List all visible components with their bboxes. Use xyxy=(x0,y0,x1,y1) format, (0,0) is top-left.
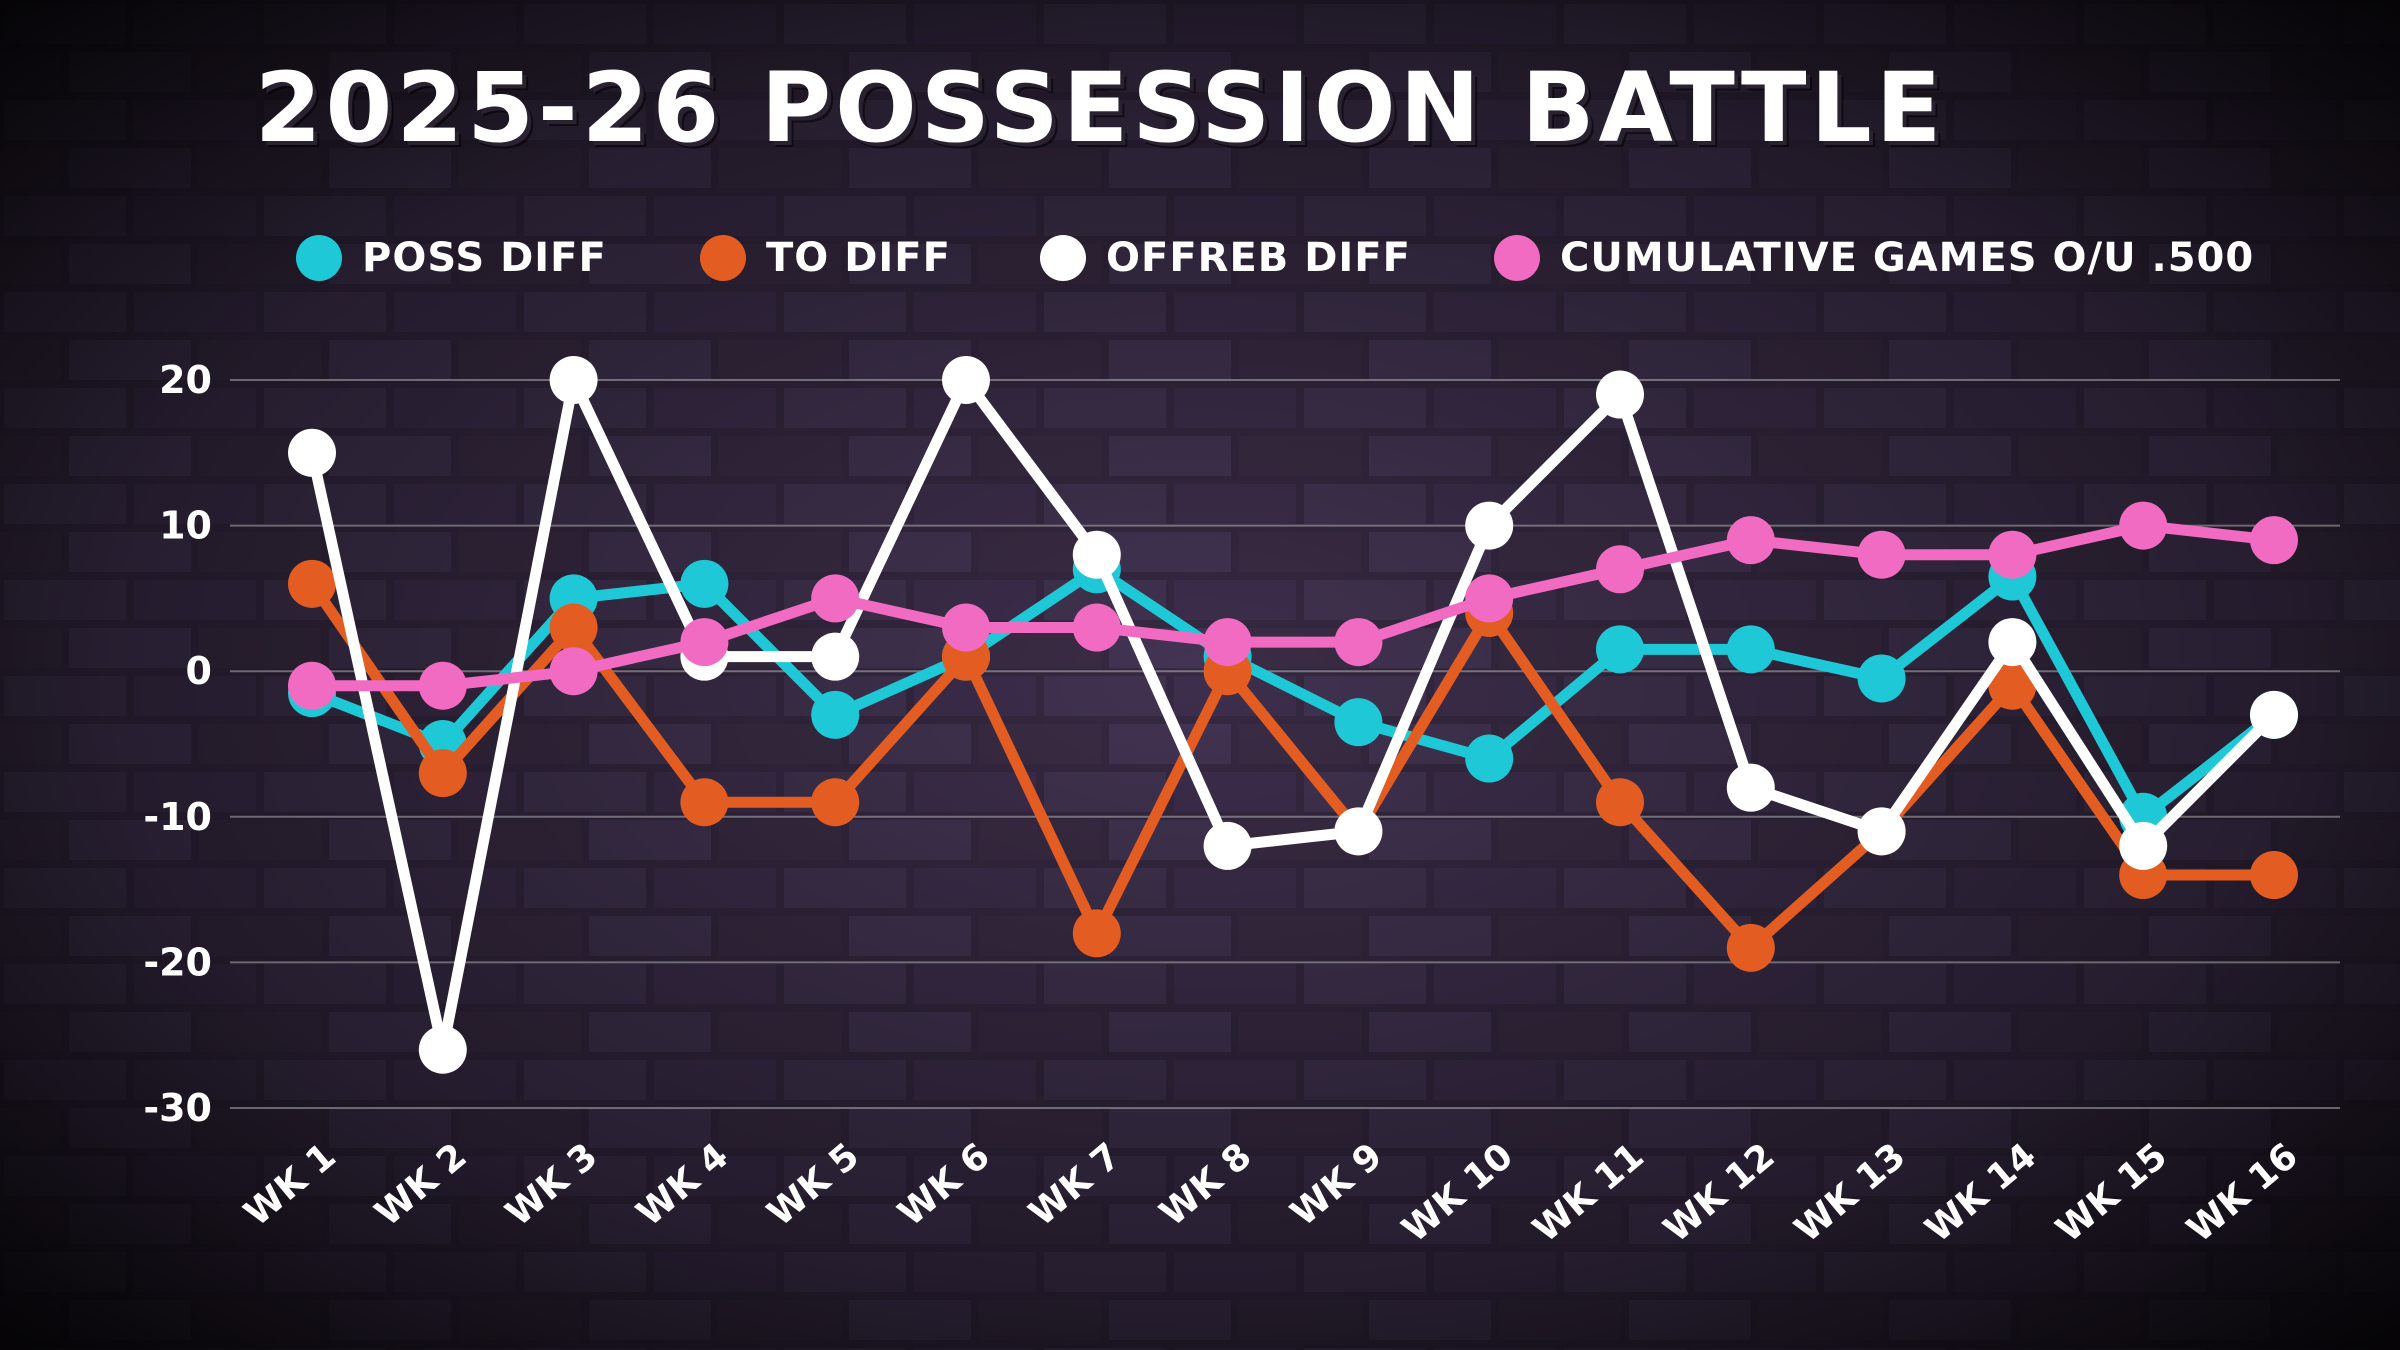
legend-swatch xyxy=(700,235,746,281)
legend-label: OFFREB DIFF xyxy=(1106,235,1411,281)
data-point xyxy=(1988,618,2037,667)
legend-label: CUMULATIVE GAMES O/U .500 xyxy=(1560,235,2255,281)
x-tick-label: WK 7 xyxy=(1022,1135,1129,1234)
x-tick-label: WK 2 xyxy=(368,1135,475,1234)
legend-label: POSS DIFF xyxy=(362,235,607,281)
y-tick-label: 20 xyxy=(159,358,212,402)
legend-swatch xyxy=(296,235,342,281)
series-to-diff xyxy=(288,559,2298,972)
data-point xyxy=(2250,516,2298,565)
legend-item-cumulative-games: CUMULATIVE GAMES O/U .500 xyxy=(1494,228,2254,288)
data-point xyxy=(942,356,990,404)
data-point xyxy=(1072,603,1121,652)
series-line xyxy=(306,374,2280,1056)
data-point xyxy=(418,1025,467,1074)
data-point xyxy=(2119,501,2168,550)
data-point xyxy=(680,559,729,608)
series-line xyxy=(306,520,2280,692)
y-tick-label: -20 xyxy=(143,940,212,984)
y-tick-label: 0 xyxy=(186,649,212,693)
data-point xyxy=(1857,807,1906,856)
data-point xyxy=(288,559,336,608)
data-point xyxy=(1988,530,2037,579)
data-point xyxy=(549,356,598,404)
data-point xyxy=(1203,821,1252,870)
series-cumulative-games-o-u-500 xyxy=(288,501,2298,710)
x-tick-label: WK 8 xyxy=(1152,1135,1259,1234)
data-point xyxy=(1596,370,1644,419)
legend-item-poss-diff: POSS DIFF xyxy=(296,228,607,288)
data-point xyxy=(1072,530,1121,579)
data-point xyxy=(418,661,467,710)
legend-swatch xyxy=(1494,235,1540,281)
data-point xyxy=(1465,501,1514,550)
data-point xyxy=(811,574,860,623)
data-point xyxy=(1726,516,1775,565)
data-point xyxy=(680,778,729,827)
data-point xyxy=(1334,698,1383,747)
x-axis-ticks: WK 1 WK 2 WK 3 WK 4 WK 5 WK 6 WK 7 WK 8 WK 9 WK 1… xyxy=(237,1135,2306,1250)
data-point xyxy=(811,632,860,681)
x-tick-label: WK 12 xyxy=(1656,1135,1782,1250)
data-point xyxy=(1203,618,1252,667)
x-tick-label: WK 16 xyxy=(2180,1135,2306,1250)
data-point xyxy=(2250,851,2298,900)
series-line xyxy=(306,578,2280,954)
x-tick-label: WK 6 xyxy=(891,1135,998,1234)
data-point xyxy=(288,428,336,477)
data-point xyxy=(1857,530,1906,579)
data-point xyxy=(1988,661,2037,710)
data-point xyxy=(1596,625,1644,674)
data-point xyxy=(1334,618,1383,667)
x-tick-label: WK 9 xyxy=(1283,1135,1390,1234)
data-point xyxy=(549,647,598,696)
data-point xyxy=(1596,778,1644,827)
data-point xyxy=(1726,625,1775,674)
data-point xyxy=(1072,909,1121,958)
legend-item-to-diff: TO DIFF xyxy=(700,228,951,288)
data-point xyxy=(288,661,336,710)
data-point xyxy=(1465,574,1514,623)
data-point xyxy=(1857,654,1906,703)
data-point xyxy=(418,749,467,798)
x-tick-label: WK 11 xyxy=(1526,1135,1652,1250)
x-tick-label: WK 3 xyxy=(498,1135,605,1234)
x-tick-label: WK 14 xyxy=(1918,1135,2044,1250)
data-point xyxy=(1726,763,1775,812)
chart-title: 2025-26 POSSESSION BATTLE xyxy=(254,52,1946,164)
x-tick-label: WK 5 xyxy=(760,1135,867,1234)
series-offreb-diff xyxy=(288,356,2298,1074)
legend-label: TO DIFF xyxy=(766,235,951,281)
y-tick-label: 10 xyxy=(159,504,212,548)
x-tick-label: WK 4 xyxy=(629,1135,736,1234)
data-point xyxy=(549,603,598,652)
data-point xyxy=(1726,923,1775,972)
data-point xyxy=(811,778,860,827)
x-tick-label: WK 1 xyxy=(237,1135,344,1234)
x-tick-label: WK 15 xyxy=(2049,1135,2175,1250)
data-point xyxy=(1334,807,1383,856)
data-point xyxy=(2119,821,2168,870)
y-tick-label: -10 xyxy=(143,795,212,839)
series-line xyxy=(306,563,2280,823)
x-tick-label: WK 10 xyxy=(1395,1135,1521,1250)
data-point xyxy=(680,618,729,667)
legend-swatch xyxy=(1040,235,1086,281)
series-layer xyxy=(288,356,2298,1074)
y-tick-label: -30 xyxy=(143,1086,212,1130)
data-point xyxy=(1596,545,1644,594)
legend: POSS DIFF TO DIFF OFFREB DIFF CUMULATIVE… xyxy=(0,228,2400,288)
y-axis-ticks: 20 10 0 -10 -20 -30 xyxy=(143,358,212,1130)
data-point xyxy=(2250,690,2298,739)
data-point xyxy=(811,690,860,739)
data-point xyxy=(942,603,990,652)
x-tick-label: WK 13 xyxy=(1787,1135,1913,1250)
data-point xyxy=(1465,734,1514,783)
legend-item-offreb-diff: OFFREB DIFF xyxy=(1040,228,1411,288)
